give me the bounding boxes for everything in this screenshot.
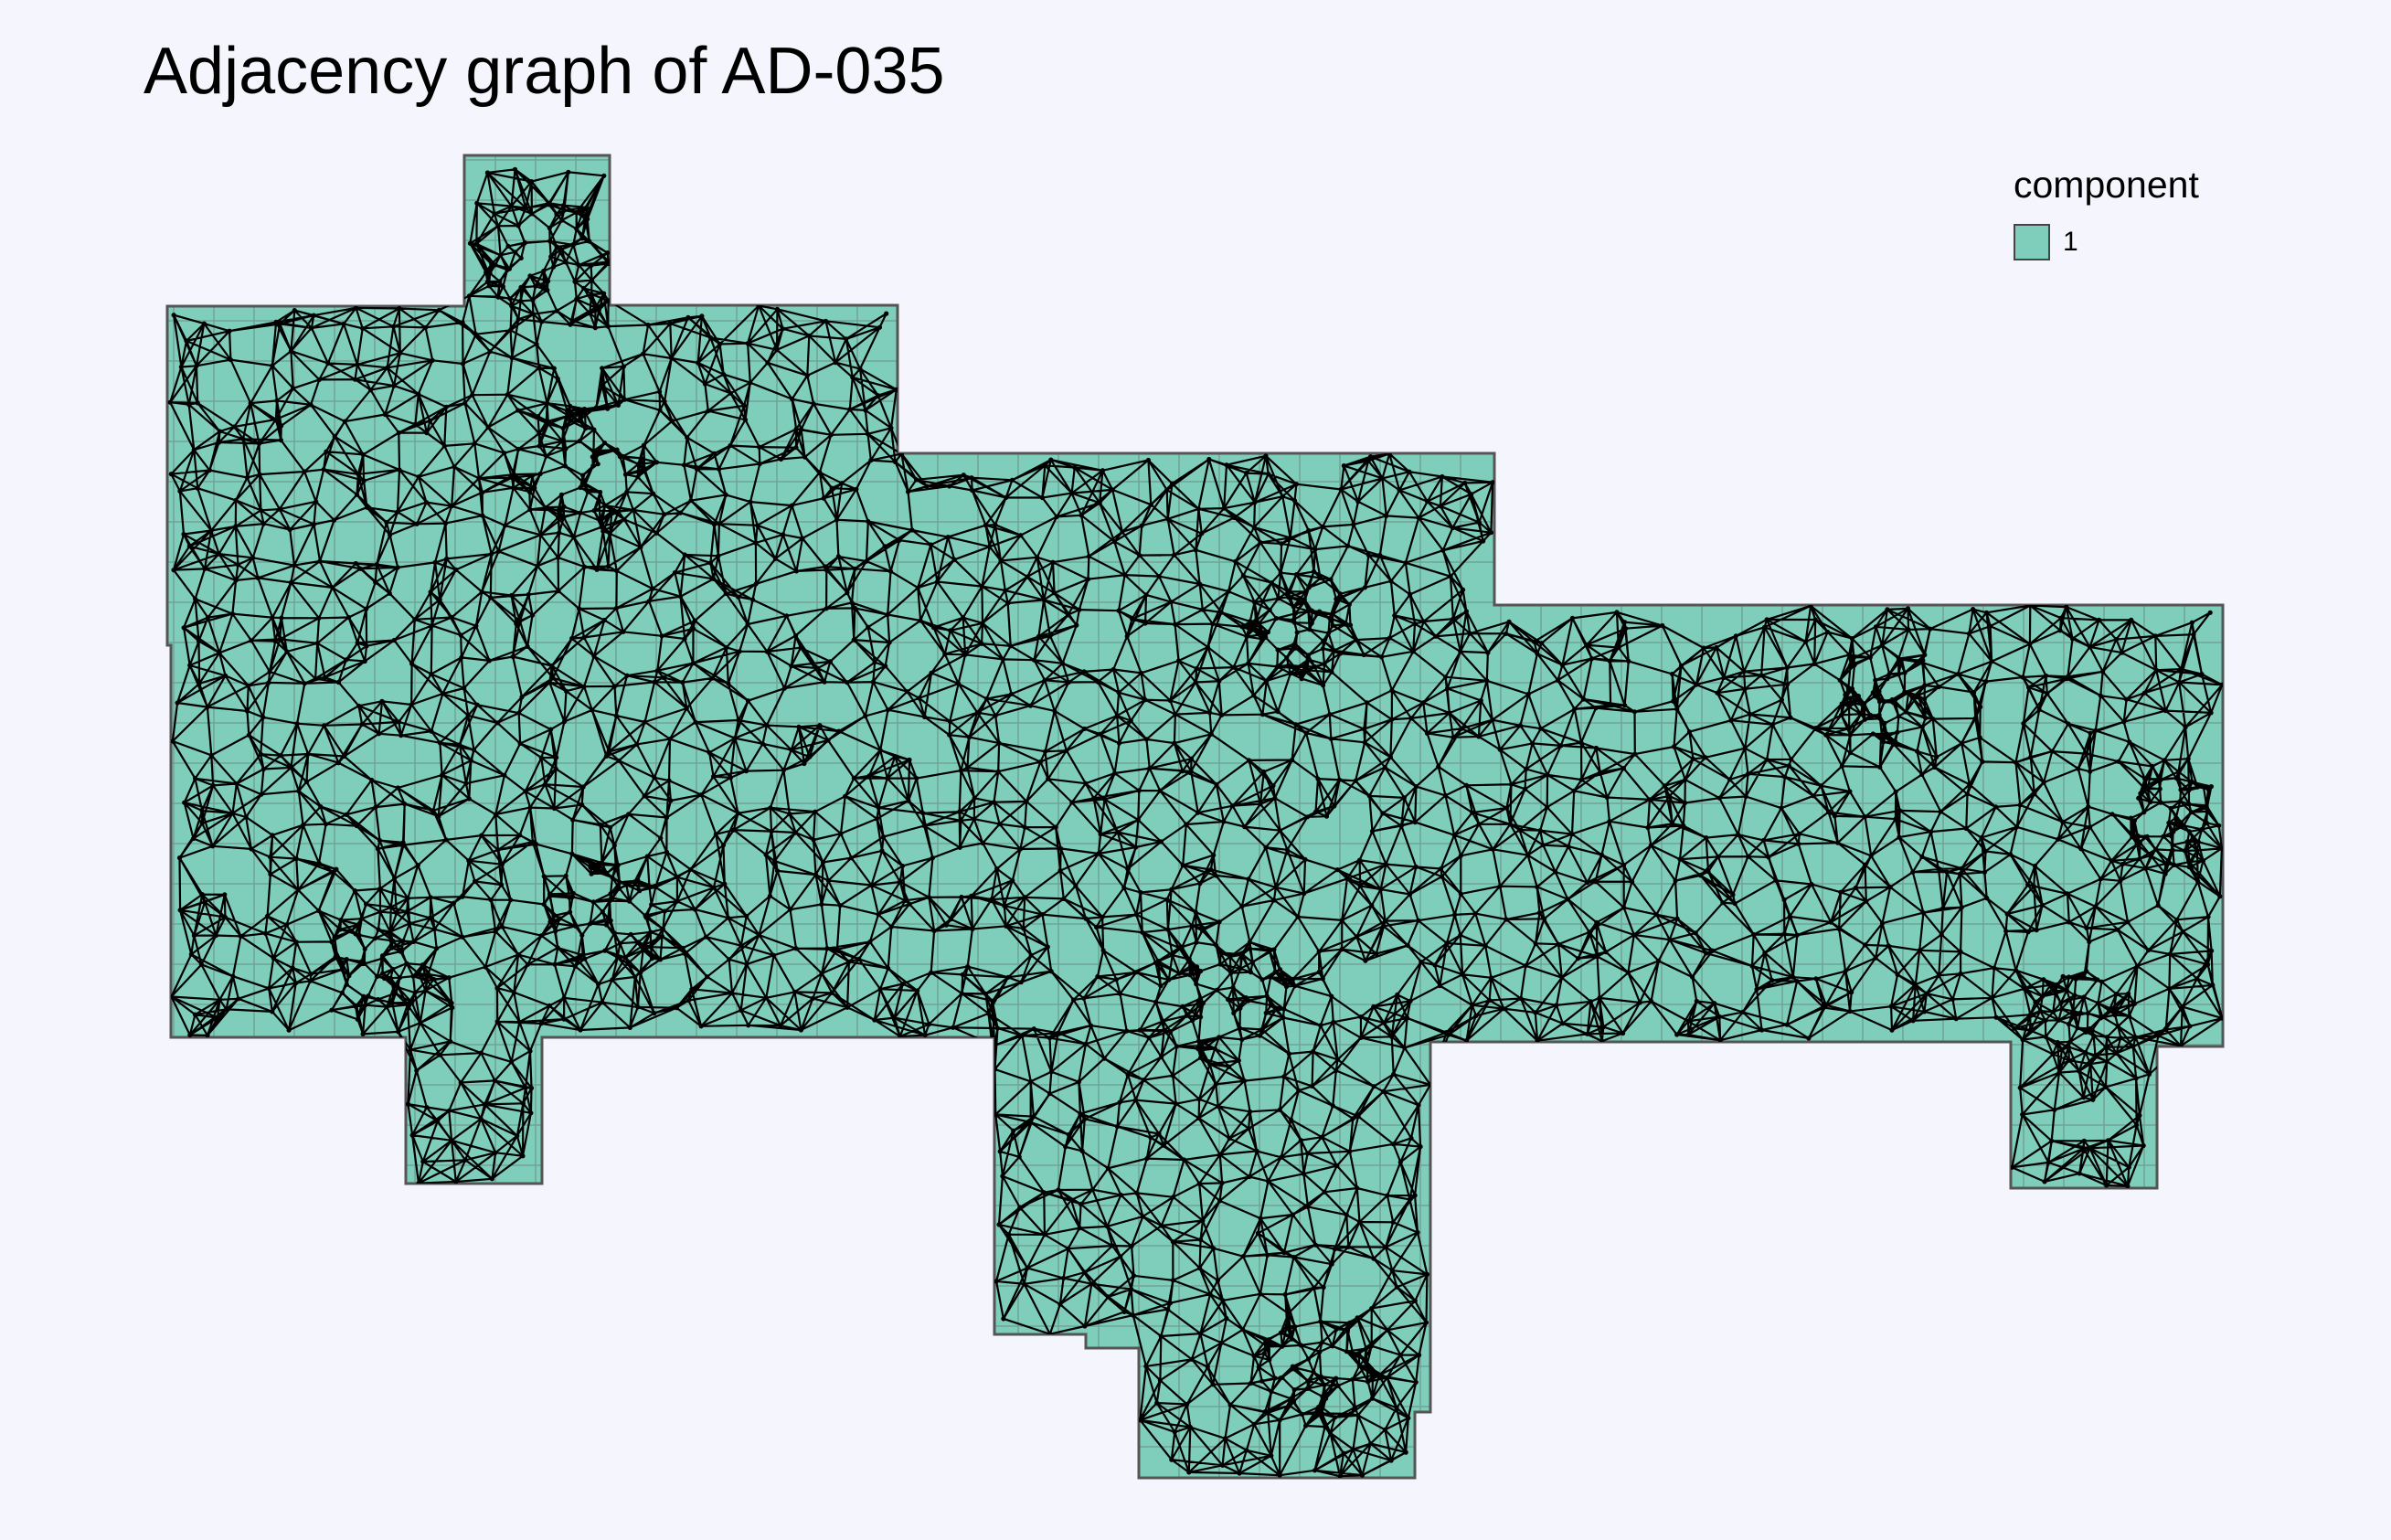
map-title: Adjacency graph of AD-035: [143, 35, 945, 108]
legend-label: 1: [2063, 227, 2078, 257]
legend-item: 1: [2014, 224, 2199, 260]
adjacency-edges: [169, 168, 2223, 1478]
legend: component 1: [2014, 166, 2199, 260]
legend-title: component: [2014, 164, 2199, 206]
legend-swatch: [2014, 224, 2050, 260]
adjacency-edge-lines: [169, 168, 2223, 1478]
